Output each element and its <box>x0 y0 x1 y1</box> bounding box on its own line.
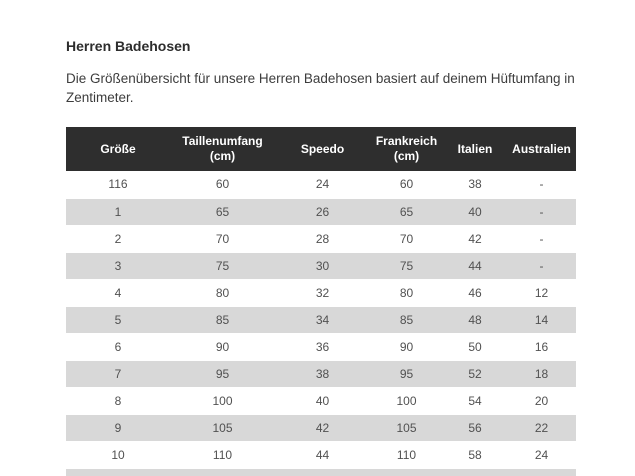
table-cell: 1 <box>66 197 170 226</box>
table-cell: 18 <box>507 359 576 388</box>
table-row: 4 80 32 80 46 12 <box>66 279 576 306</box>
table-cell <box>507 467 576 476</box>
table-body: 116 60 24 60 38-1 65 26 65 40-2 70 28 70 42-3 75 30 75 4… <box>66 171 576 476</box>
table-cell: 80 <box>399 285 414 300</box>
table-cell: 54 <box>468 393 482 408</box>
table-row: 6 90 36 90 50 16 <box>66 333 576 360</box>
table-cell: 22 <box>507 413 576 442</box>
table-cell: 85 <box>170 305 275 334</box>
table-cell: - <box>507 197 576 226</box>
table-cell: 38 <box>468 177 482 192</box>
column-header-taillenumfang: Taillenumfang (cm) <box>170 127 275 171</box>
column-header-frankreich: Frankreich (cm) <box>370 127 443 171</box>
table-cell: 90 <box>399 339 414 354</box>
table-cell: 34 <box>275 305 370 334</box>
table-cell: 110 <box>212 447 233 462</box>
table-cell: 85 <box>370 305 443 334</box>
table-cell: 7 <box>66 359 170 388</box>
table-cell: 90 <box>215 339 230 354</box>
table-cell: 60 <box>215 177 230 192</box>
table-row: 3 75 30 75 44- <box>66 251 576 280</box>
table-cell: 44 <box>443 251 507 280</box>
table-header: Größe Taillenumfang (cm) Speedo Frankrei… <box>66 127 576 171</box>
table-cell: 6 <box>114 339 122 354</box>
table-cell: 4 <box>114 285 122 300</box>
table-cell: 9 <box>66 413 170 442</box>
table-cell <box>275 467 370 476</box>
table-cell: 16 <box>534 339 549 354</box>
table-cell: 24 <box>534 447 549 462</box>
table-cell: 30 <box>275 251 370 280</box>
table-cell: 5 <box>66 305 170 334</box>
table-cell: 116 <box>108 177 128 192</box>
table-row: 10 110 44 110 58 24 <box>66 441 576 468</box>
table-cell: 60 <box>399 177 414 192</box>
table-cell: 40 <box>443 197 507 226</box>
table-cell: 44 <box>315 447 330 462</box>
table-cell: 65 <box>170 197 275 226</box>
table-row: 9 105 42 105 56 22 <box>66 413 576 442</box>
table-cell: 105 <box>170 413 275 442</box>
table-cell: 42 <box>468 231 482 246</box>
table-cell: 42 <box>275 413 370 442</box>
table-cell <box>170 467 275 476</box>
table-cell: 28 <box>315 231 330 246</box>
table-row: 8 100 40 100 54 20 <box>66 387 576 414</box>
table-cell: 95 <box>370 359 443 388</box>
table-cell: 50 <box>468 339 482 354</box>
table-cell: - <box>539 231 544 246</box>
table-cell: 20 <box>534 393 549 408</box>
table-cell: 48 <box>443 305 507 334</box>
table-cell: 8 <box>114 393 122 408</box>
table-cell: 32 <box>315 285 330 300</box>
table-cell: 56 <box>443 413 507 442</box>
table-cell: 38 <box>275 359 370 388</box>
table-cell: 58 <box>468 447 482 462</box>
table-row-partial <box>66 467 576 476</box>
table-cell: 40 <box>315 393 330 408</box>
size-chart-table: Größe Taillenumfang (cm) Speedo Frankrei… <box>66 127 576 476</box>
table-cell: 70 <box>399 231 414 246</box>
table-cell: 2 <box>114 231 122 246</box>
table-cell: 52 <box>443 359 507 388</box>
table-cell: - <box>507 251 576 280</box>
table-cell <box>443 467 507 476</box>
table-cell <box>66 467 170 476</box>
table-cell: 10 <box>111 447 125 462</box>
table-cell: 95 <box>170 359 275 388</box>
table-cell: 14 <box>507 305 576 334</box>
table-row: 7 95 38 95 52 18 <box>66 359 576 388</box>
table-cell: 3 <box>66 251 170 280</box>
column-header-groesse: Größe <box>66 127 170 171</box>
table-cell: 65 <box>370 197 443 226</box>
column-header-italien: Italien <box>443 127 507 171</box>
table-header-row: Größe Taillenumfang (cm) Speedo Frankrei… <box>66 127 576 171</box>
column-header-speedo: Speedo <box>275 127 370 171</box>
table-row: 2 70 28 70 42 - <box>66 225 576 252</box>
table-cell: 12 <box>534 285 549 300</box>
table-cell: 70 <box>215 231 230 246</box>
table-cell: 26 <box>275 197 370 226</box>
page-title: Herren Badehosen <box>66 38 191 54</box>
table-cell: - <box>539 177 544 192</box>
table-cell: 24 <box>315 177 330 192</box>
table-cell <box>370 467 443 476</box>
page-description: Die Größenübersicht für unsere Herren Ba… <box>66 71 575 105</box>
table-cell: 80 <box>215 285 230 300</box>
column-header-australien: Australien <box>507 127 576 171</box>
table-row: 1 65 26 65 40- <box>66 197 576 226</box>
table-cell: 110 <box>396 447 417 462</box>
table-cell: 75 <box>370 251 443 280</box>
table-cell: 46 <box>468 285 482 300</box>
table-cell: 100 <box>396 393 417 408</box>
table-cell: 105 <box>370 413 443 442</box>
table-cell: 100 <box>212 393 233 408</box>
table-row: 116 60 24 60 38 - <box>66 171 576 198</box>
table-cell: 75 <box>170 251 275 280</box>
table-cell: 36 <box>315 339 330 354</box>
table-row: 5 85 34 85 48 14 <box>66 305 576 334</box>
